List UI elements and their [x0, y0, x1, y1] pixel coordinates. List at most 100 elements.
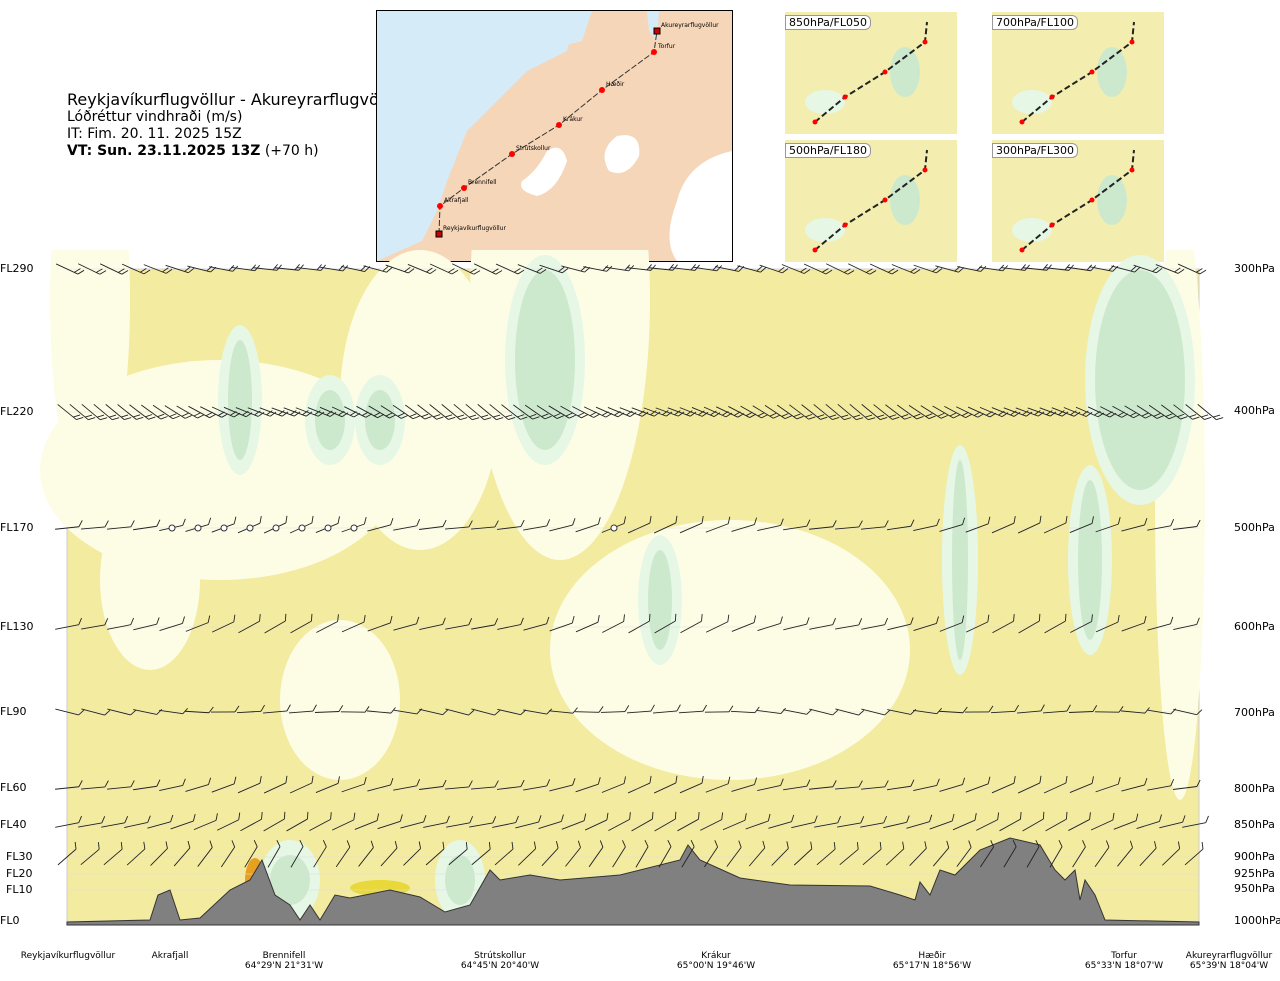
wind-barb: [425, 841, 445, 866]
wind-barb: [631, 407, 661, 417]
wind-barb: [809, 520, 837, 530]
wind-barb: [445, 708, 475, 716]
wind-barb: [492, 815, 519, 828]
wind-barb: [678, 704, 707, 714]
wind-barb: [759, 264, 789, 274]
airport-marker[interactable]: [435, 230, 443, 238]
waypoint-marker[interactable]: [437, 203, 443, 209]
route-point-name: Akureyrarflugvöllur: [1185, 951, 1273, 961]
wind-barb: [133, 617, 160, 631]
wind-barb: [913, 778, 940, 791]
wind-barb: [600, 705, 630, 713]
calm-wind-marker: [324, 524, 332, 532]
wind-barb: [768, 814, 795, 829]
wind-barb: [939, 517, 966, 532]
wind-barb: [999, 811, 1022, 832]
wind-barb: [81, 618, 109, 630]
wind-barb: [803, 263, 833, 275]
wind-barb: [101, 816, 129, 828]
wind-barb: [976, 812, 1000, 831]
airport-marker[interactable]: [653, 27, 661, 35]
wind-barb: [861, 404, 888, 421]
wind-barb: [835, 708, 865, 716]
level-thumbnail-map[interactable]: 700hPa/FL100: [992, 12, 1164, 134]
wind-barb: [944, 405, 973, 419]
wind-barb: [809, 617, 836, 630]
wind-barb: [913, 264, 943, 274]
route-map[interactable]: Akureyrarflugvöllur Torfur Hæðir Krákur Strú…: [376, 10, 733, 262]
wind-barb: [1159, 815, 1186, 829]
wind-barb: [1094, 840, 1110, 868]
wind-barb: [107, 520, 135, 530]
wind-barb: [159, 616, 185, 631]
wind-barb: [965, 614, 990, 633]
wind-barb: [393, 519, 421, 531]
wind-barb: [80, 842, 100, 866]
wind-barb: [658, 839, 672, 868]
wind-barb: [240, 812, 263, 832]
wind-barb: [170, 814, 196, 830]
wind-barb: [184, 706, 214, 714]
wind-barb: [289, 704, 317, 714]
wind-barb: [627, 775, 652, 794]
wind-barb: [939, 777, 966, 792]
wind-barb: [575, 777, 601, 793]
wind-barb: [680, 614, 703, 634]
wind-barb: [392, 404, 420, 420]
waypoint-marker[interactable]: [461, 185, 467, 191]
level-thumbnail-map[interactable]: 300hPa/FL300: [992, 140, 1164, 262]
wind-barb: [403, 841, 422, 866]
waypoint-marker[interactable]: [509, 151, 515, 157]
route-point-coord: 65°33'N 18°07'W: [1084, 961, 1164, 971]
calm-wind-marker: [298, 524, 306, 532]
wind-barb: [837, 403, 864, 421]
pressure-level-label: 800hPa: [1234, 782, 1275, 795]
waypoint-marker[interactable]: [651, 49, 657, 55]
calm-wind-marker: [610, 524, 618, 532]
wind-barb: [809, 708, 839, 716]
wind-barb: [429, 404, 456, 420]
route-map-svg: Akureyrarflugvöllur Torfur Hæðir Krákur Strú…: [377, 11, 732, 261]
wind-barb: [340, 706, 370, 713]
map-label: Hæðir: [606, 81, 625, 88]
level-thumbnail-map[interactable]: 500hPa/FL180: [785, 140, 957, 262]
wind-barb: [173, 840, 191, 867]
wind-barb: [417, 404, 444, 420]
wind-barb: [549, 615, 575, 632]
wind-barb: [209, 265, 239, 272]
wind-barb: [57, 841, 77, 866]
updraft-core: [648, 550, 672, 650]
waypoint-marker[interactable]: [556, 122, 562, 128]
wind-barb: [653, 515, 678, 534]
wind-barb: [1027, 407, 1057, 417]
wind-barb: [549, 518, 576, 532]
wind-barb: [126, 841, 146, 866]
wind-barb: [264, 613, 287, 634]
wind-barb: [259, 407, 289, 417]
wind-barb: [419, 519, 447, 530]
wind-barb: [1121, 777, 1148, 792]
wind-barb: [1043, 775, 1068, 794]
calm-wind-marker: [168, 524, 176, 532]
wind-barb: [612, 840, 626, 868]
wind-barb: [908, 404, 936, 420]
wind-barb: [316, 614, 339, 633]
wind-barb: [393, 616, 420, 631]
wind-barb: [885, 404, 912, 420]
wind-barb: [341, 777, 367, 793]
wind-barb: [991, 407, 1021, 417]
wind-barb: [331, 812, 356, 831]
level-thumbnail-map[interactable]: 850hPa/FL050: [785, 12, 957, 134]
wind-barb: [217, 812, 241, 831]
wind-barb: [849, 403, 876, 421]
wind-barb: [55, 520, 83, 530]
wind-barb: [335, 840, 351, 868]
wind-barb: [165, 264, 195, 274]
waypoint-marker[interactable]: [599, 87, 605, 93]
pressure-level-label: 900hPa: [1234, 850, 1275, 863]
wind-barb: [1173, 404, 1200, 420]
wind-barb: [1148, 404, 1176, 420]
updraft-core: [315, 390, 345, 450]
wind-barb: [575, 615, 600, 633]
wind-barb: [1001, 264, 1030, 271]
